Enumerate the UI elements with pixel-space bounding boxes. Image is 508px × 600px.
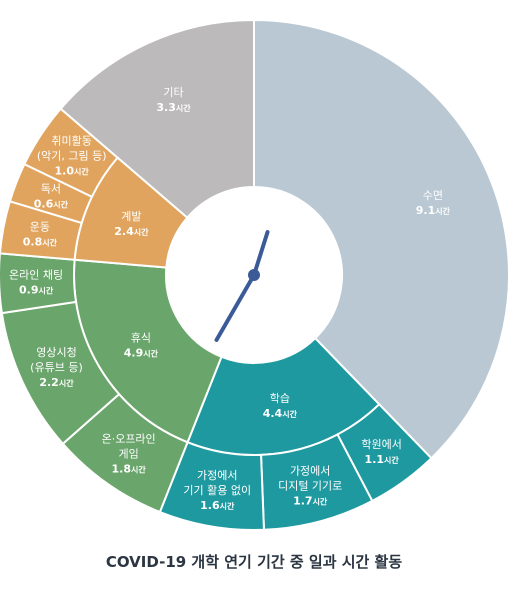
chart-title: COVID-19 개학 연기 기간 중 일과 시간 활동 (105, 553, 403, 571)
slice-수면 (253, 19, 508, 460)
inner-label-학습: 학습 4.4시간 (263, 392, 298, 420)
minute-hand-icon (214, 273, 256, 342)
slice-label-수면: 수면 9.1시간 (416, 189, 451, 217)
outer-label-영상시청-유튜브-등: 영상시청 (유튜브 등) 2.2시간 (30, 346, 83, 389)
outer-label-취미활동-악기-그림-등: 취미활동 (악기, 그림 등) 1.0시간 (37, 134, 107, 178)
inner-label-계발: 계발 2.4시간 (114, 210, 149, 238)
outer-label-학원에서: 학원에서 1.1시간 (361, 438, 401, 466)
outer-label-독서: 독서 0.6시간 (34, 182, 69, 210)
outer-label-가정에서-디지털-기기로: 가정에서 디지털 기기로 1.7시간 (278, 465, 342, 508)
hour-hand-icon (252, 230, 270, 277)
inner-label-휴식: 휴식 4.9시간 (124, 331, 159, 359)
clock-hands-icon (214, 230, 270, 342)
outer-label-운동: 운동 0.8시간 (23, 221, 58, 249)
slice-label-기타: 기타 3.3시간 (156, 86, 191, 114)
outer-label-온-오프라인-게임: 온·오프라인 게임 1.8시간 (102, 432, 156, 475)
clock-center-icon (248, 269, 260, 281)
outer-label-온라인-채팅: 온라인 채팅 0.9시간 (9, 269, 63, 297)
chart-slices (0, 19, 508, 531)
outer-label-가정에서-기기-활용-없이: 가정에서 기기 활용 없이 1.6시간 (183, 469, 251, 512)
slice-기타 (59, 19, 255, 219)
